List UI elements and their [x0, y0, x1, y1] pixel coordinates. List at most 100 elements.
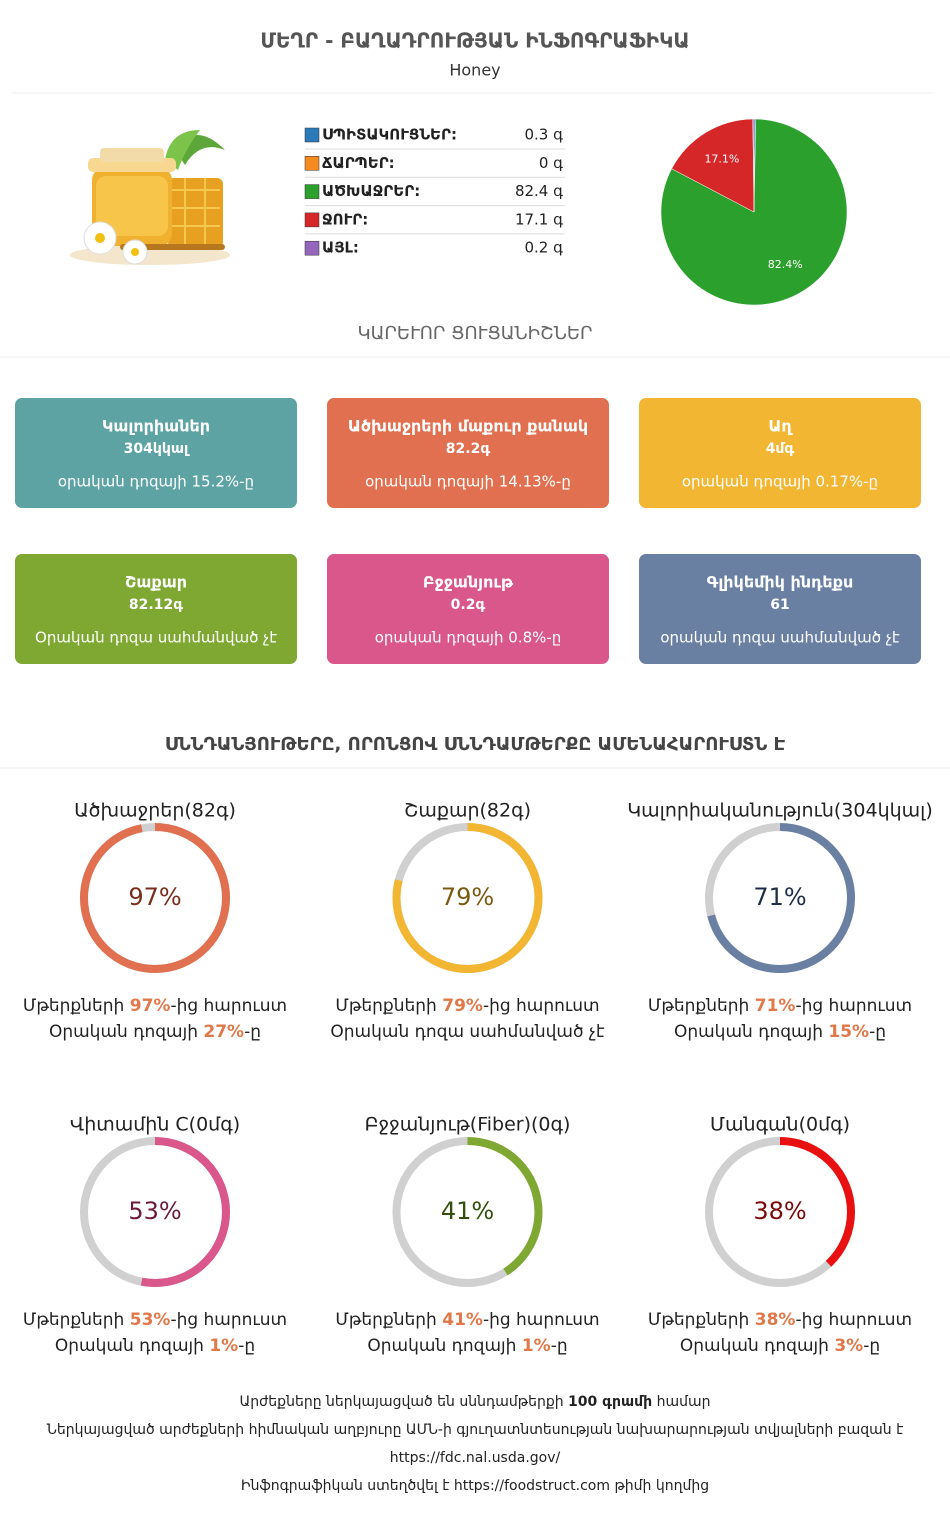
legend-label: ՃԱՐՊԵՐ:	[322, 154, 395, 172]
card-name: Ածխաջրերի մաքուր քանակ	[348, 417, 588, 436]
gauge-percent: 41%	[441, 1197, 494, 1225]
card-name: Բջջանյութ	[423, 573, 514, 592]
text-part: Օրական դոզայի	[367, 1336, 521, 1356]
text-part: Արժեքները ներկայացված են սննդամթերքի	[239, 1394, 568, 1410]
gauge-title: Վիտամին C(0մգ)	[70, 1114, 240, 1136]
text-part: -ը	[551, 1336, 568, 1356]
legend-swatch	[304, 127, 320, 143]
text-part: Օրական դոզայի	[680, 1336, 834, 1356]
legend-label: ՍՊԻՏԱԿՈՒՑՆԵՐ:	[322, 126, 457, 144]
legend-value: 82.4 գ	[515, 182, 563, 200]
card-value: 82.2գ	[446, 441, 491, 457]
rich-text: Մթերքների 71%-ից հարուստ	[648, 996, 912, 1016]
text-part: 97%	[130, 996, 171, 1016]
text-part: Օրական դոզա սահմանված չէ	[330, 1022, 604, 1042]
text-part: Օրական դոզայի	[49, 1022, 203, 1042]
text-part: Մթերքների	[23, 996, 130, 1016]
gauge-arc	[705, 1137, 855, 1287]
text-part: Մթերքների	[648, 1310, 755, 1330]
slice-label: 82.4%	[768, 258, 803, 271]
text-part: 53%	[130, 1310, 171, 1330]
gauge-title: Կալորիականություն(304կկալ)	[627, 800, 932, 822]
text-part: Ինֆոգրաֆիկան ստեղծվել է https://foodstru…	[241, 1478, 709, 1494]
legend-swatch	[304, 156, 320, 171]
card-value: 304կկալ	[124, 441, 190, 457]
gauge-percent: 97%	[128, 883, 181, 911]
rich-text: Օրական դոզայի 1%-ը	[367, 1336, 567, 1356]
legend-swatch	[304, 240, 320, 256]
text-part: Մթերքների	[335, 996, 442, 1016]
legend-value: 0.3 գ	[525, 126, 564, 144]
text-part: 15%	[828, 1022, 869, 1042]
card-note: օրական դոզայի 14.13%-ը	[365, 473, 571, 491]
rich-text: Ինֆոգրաֆիկան ստեղծվել է https://foodstru…	[241, 1478, 709, 1494]
card	[639, 398, 921, 508]
text-part: 1%	[209, 1336, 238, 1356]
card	[15, 398, 297, 508]
text-part: Մթերքների	[335, 1310, 442, 1330]
card-note: օրական դոզայի 0.17%-ը	[682, 473, 878, 491]
gauge-arc	[80, 823, 230, 973]
gauge-title: Մանգան(0մգ)	[710, 1114, 850, 1136]
rich-text: Օրական դոզայի 27%-ը	[49, 1022, 261, 1042]
gauge-percent: 38%	[753, 1197, 806, 1225]
text-part: համար	[652, 1394, 710, 1410]
card-value: 82.12գ	[129, 597, 183, 613]
text-part: -ից հարուստ	[483, 996, 600, 1016]
legend-value: 0.2 գ	[525, 239, 564, 257]
card-name: Աղ	[768, 417, 793, 436]
text-part: -ը	[863, 1336, 880, 1356]
rich-text: Օրական դոզայի 15%-ը	[674, 1022, 886, 1042]
text-part: 3%	[834, 1336, 863, 1356]
card-note: օրական դոզայի 0.8%-ը	[375, 629, 562, 647]
rich-text: Մթերքների 53%-ից հարուստ	[23, 1310, 287, 1330]
pie-slice	[671, 118, 755, 213]
text-part: Ներկայացված արժեքների հիմնական աղբյուրը …	[47, 1422, 904, 1438]
text-part: Օրական դոզայի	[674, 1022, 828, 1042]
card-value: 0.2գ	[451, 597, 486, 613]
rich-text: Ներկայացված արժեքների հիմնական աղբյուրը …	[47, 1422, 904, 1438]
card-name: Շաքար	[125, 573, 187, 592]
text-part: 38%	[755, 1310, 796, 1330]
text-part: Մթերքների	[23, 1310, 130, 1330]
legend-swatch	[304, 184, 320, 199]
text-part: 71%	[755, 996, 796, 1016]
rich-text: Մթերքների 38%-ից հարուստ	[648, 1310, 912, 1330]
card-value: 61	[770, 597, 789, 613]
text-part: -ը	[869, 1022, 886, 1042]
card-name: Գլիկեմիկ ինդեքս	[707, 573, 854, 592]
rich-text: Մթերքների 79%-ից հարուստ	[335, 996, 599, 1016]
text-part: 27%	[203, 1022, 244, 1042]
gauge-title: Ածխաջրեր(82գ)	[74, 800, 236, 822]
text-part: Մթերքների	[648, 996, 755, 1016]
honey-image	[70, 130, 230, 265]
text-part: https://fdc.nal.usda.gov/	[390, 1450, 561, 1466]
text-part: 41%	[442, 1310, 483, 1330]
section-title: ՍՆՆԴԱՆՅՈՒԹԵՐԸ, ՈՐՈՆՑՈՎ ՍՆՆԴԱՄԹԵՐՔԸ ԱՄԵՆԱ…	[165, 734, 786, 755]
gauge-percent: 53%	[128, 1197, 181, 1225]
card-note: Օրական դոզա սահմանված չէ	[35, 629, 277, 647]
text-part: 1%	[522, 1336, 551, 1356]
rich-text: Մթերքների 41%-ից հարուստ	[335, 1310, 599, 1330]
gauge-arc	[80, 1137, 230, 1287]
rich-text: Մթերքների 97%-ից հարուստ	[23, 996, 287, 1016]
card	[327, 398, 609, 508]
text-part: -ը	[244, 1022, 261, 1042]
text-part: -ը	[238, 1336, 255, 1356]
text-part: 100 գրամի	[568, 1394, 652, 1410]
gauge-title: Բջջանյութ(Fiber)(0գ)	[365, 1114, 571, 1136]
card	[15, 554, 297, 664]
gauge-arc	[392, 1137, 543, 1287]
gauge-arc	[705, 823, 855, 973]
gauge-percent: 71%	[753, 883, 806, 911]
rich-text: Օրական դոզա սահմանված չէ	[330, 1022, 604, 1042]
section-title: ԿԱՐԵՒՈՐ ՑՈՒՑԱՆԻՇՆԵՐ	[357, 323, 592, 344]
gauge-arc	[392, 823, 543, 973]
gauge-title: Շաքար(82գ)	[404, 800, 531, 822]
rich-text: Օրական դոզայի 3%-ը	[680, 1336, 880, 1356]
legend-swatch	[304, 212, 320, 228]
slice-label: 17.1%	[704, 153, 739, 166]
card-note: օրական դոզայի 15.2%-ը	[58, 473, 254, 491]
text-part: -ից հարուստ	[170, 996, 287, 1016]
legend-value: 17.1 գ	[515, 210, 563, 228]
